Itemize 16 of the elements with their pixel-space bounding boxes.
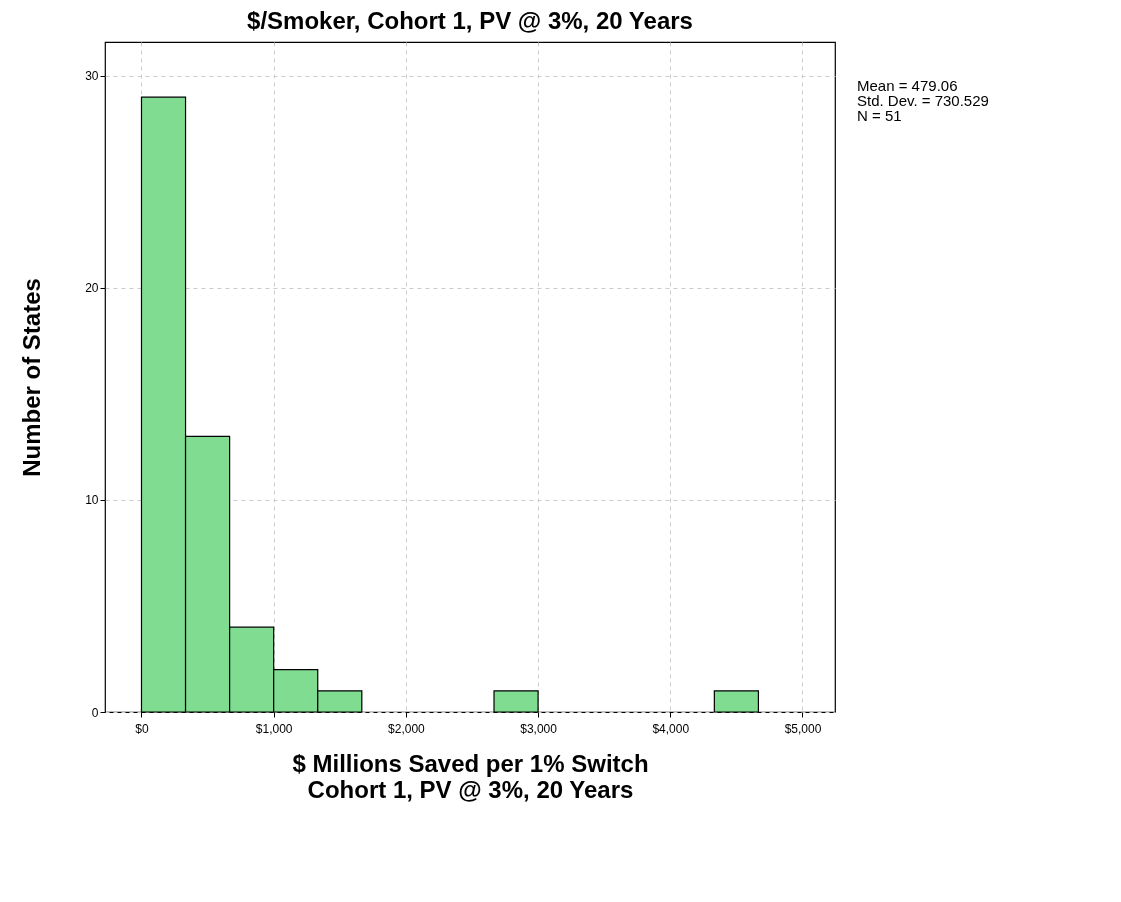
y-tick-label: 20 xyxy=(85,281,99,296)
x-tick-label: $5,000 xyxy=(784,721,822,736)
chart-title: $/Smoker, Cohort 1, PV @ 3%, 20 Years xyxy=(247,7,693,34)
x-tick-label: $1,000 xyxy=(255,721,293,736)
x-tick-label: $3,000 xyxy=(520,721,558,736)
text: N = 51 xyxy=(857,107,902,124)
x-tick-label: $2,000 xyxy=(388,721,426,736)
y-tick-label: 10 xyxy=(85,493,99,508)
y-tick-label: 0 xyxy=(91,705,99,720)
x-axis-title: $ Millions Saved per 1% Switch Cohort 1, PV @ 3%, 20 Years xyxy=(292,749,649,803)
x-tick-label: $0 xyxy=(135,721,149,736)
x-tick-label: $4,000 xyxy=(652,721,690,736)
text: Std. Dev. = 730.529 xyxy=(857,92,989,109)
y-tick-label: 30 xyxy=(85,69,99,84)
text: Mean = 479.06 xyxy=(857,77,958,94)
y-axis-title: Number of States xyxy=(18,278,46,477)
